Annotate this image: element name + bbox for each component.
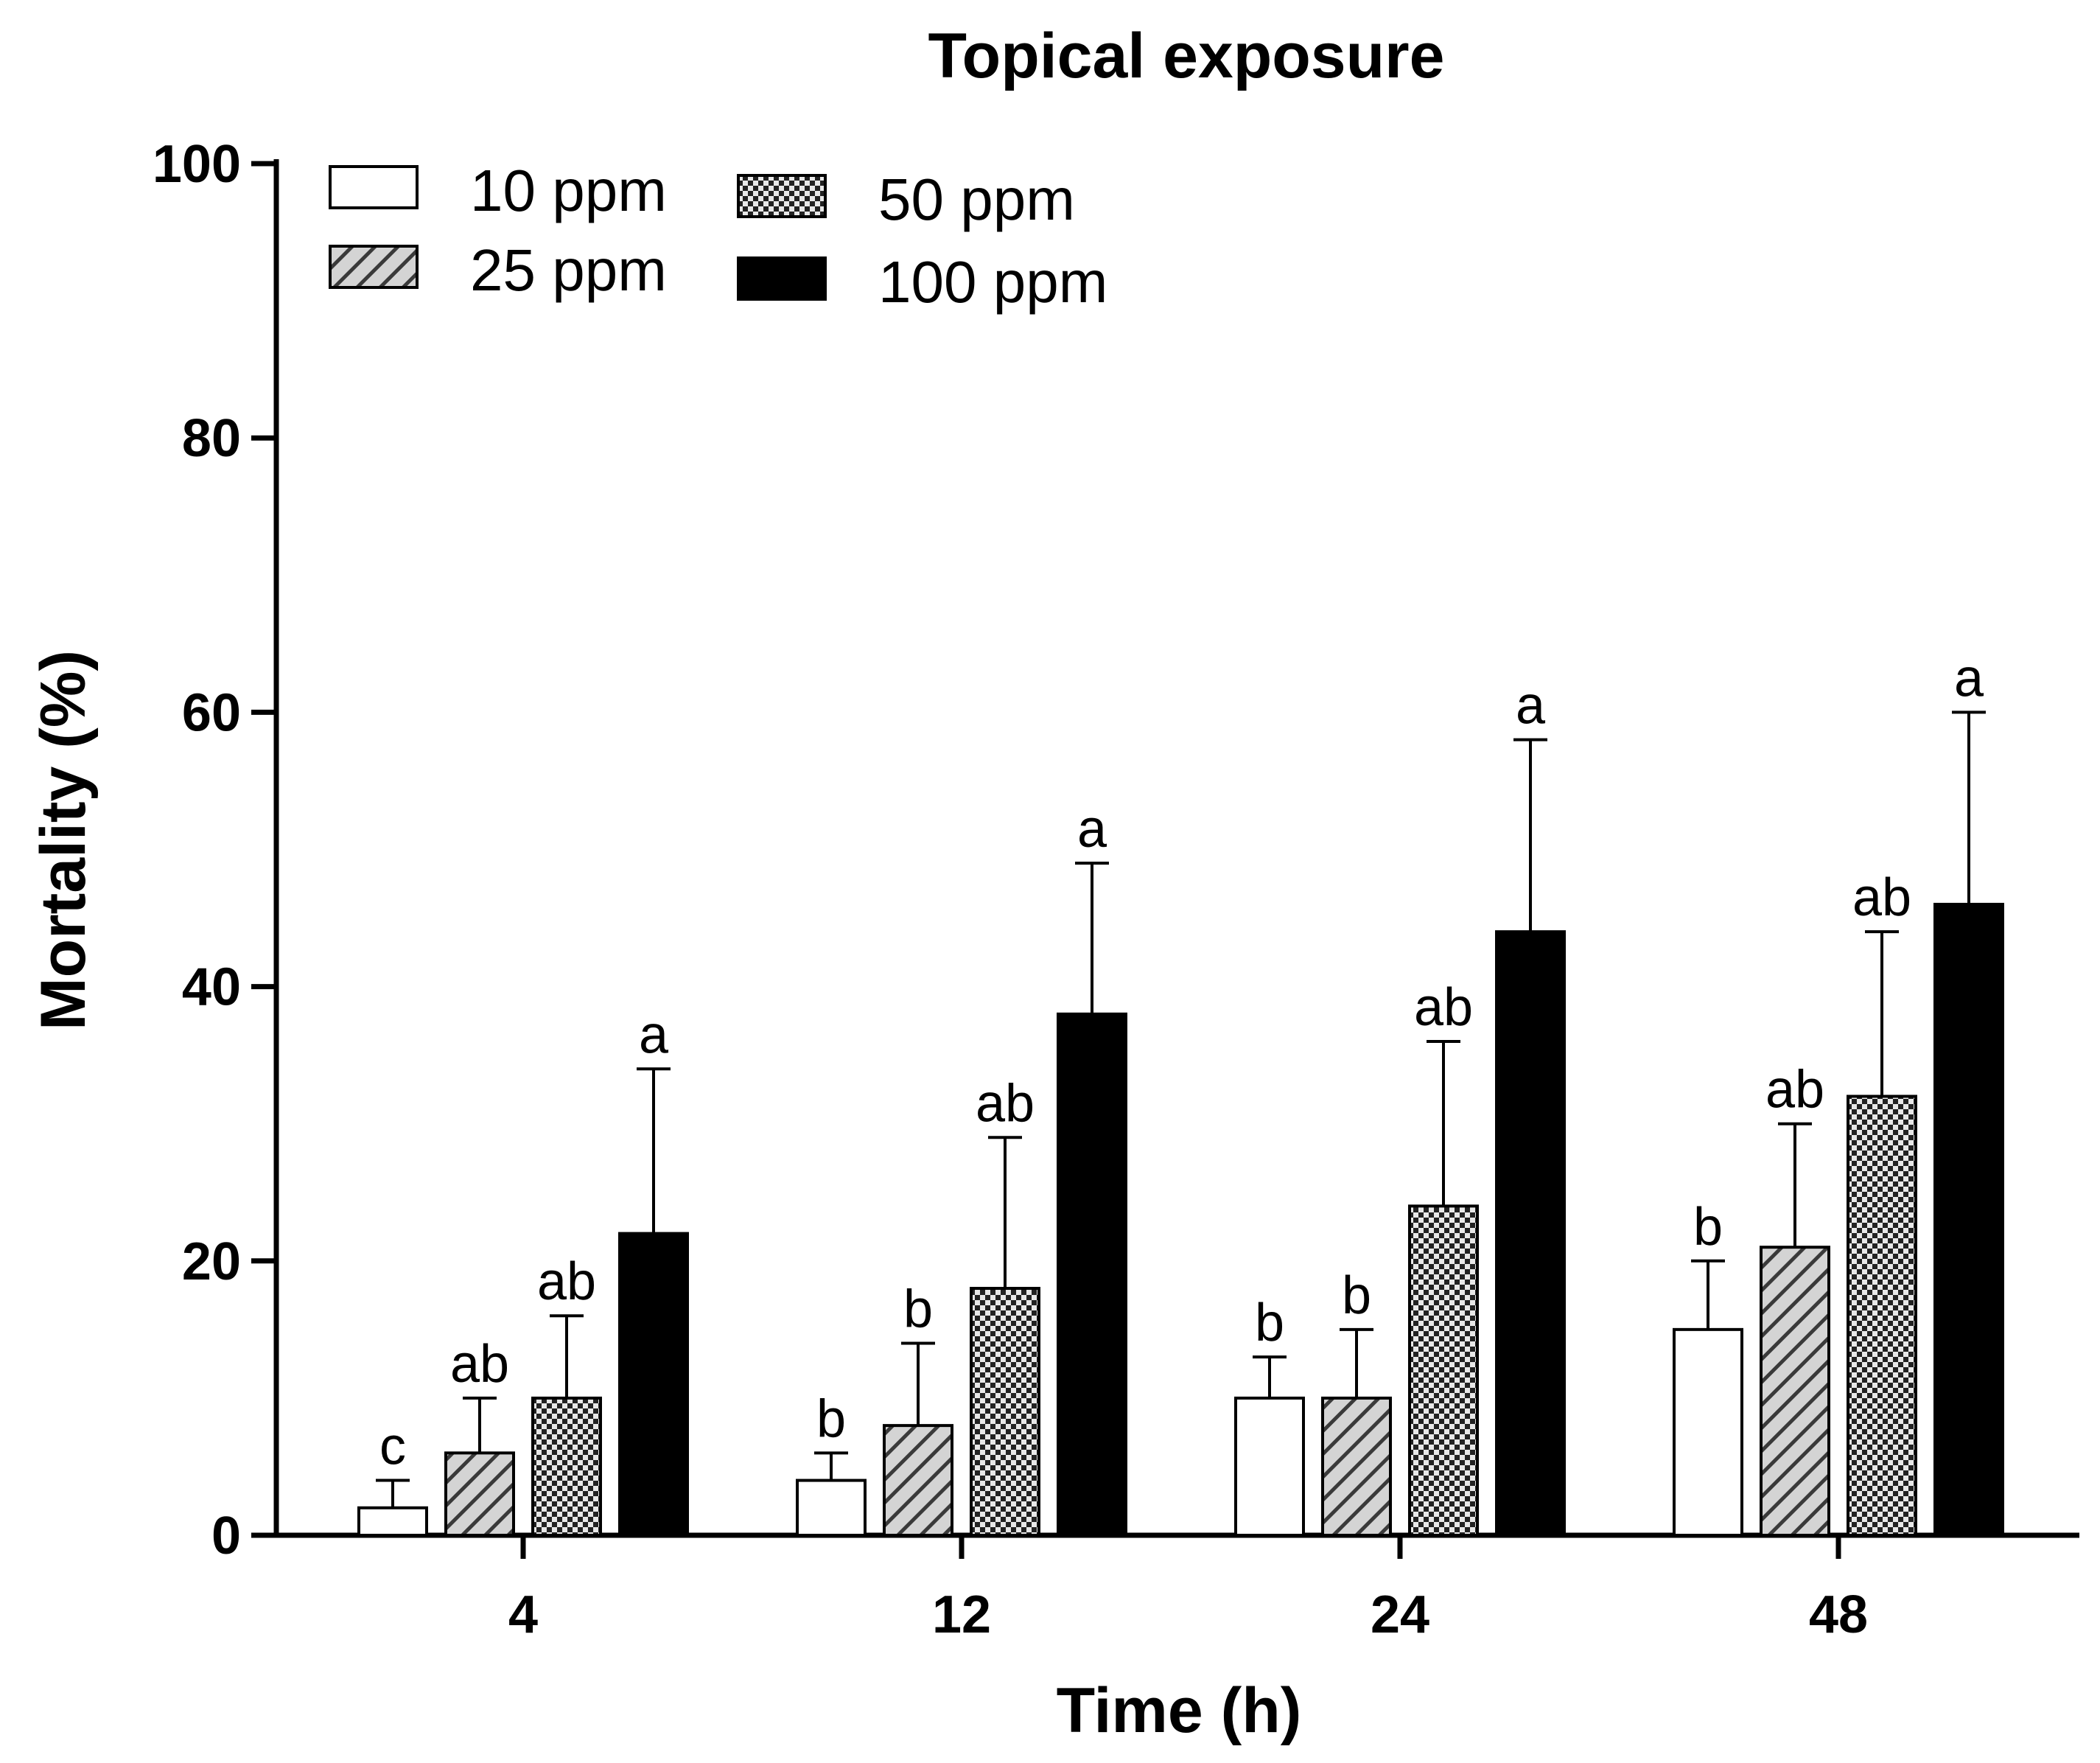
y-tick-label: 80	[182, 409, 241, 468]
bar-10-ppm-24h	[1234, 1396, 1305, 1537]
significance-label: ab	[1414, 978, 1473, 1037]
significance-label: c	[379, 1417, 406, 1476]
significance-label: a	[1954, 649, 1984, 708]
legend-label: 50 ppm	[878, 167, 1075, 232]
bar-25-ppm-24h	[1321, 1396, 1392, 1537]
x-tick-label: 12	[932, 1585, 991, 1644]
legend-label: 100 ppm	[878, 249, 1107, 315]
legend: 10 ppm 25 ppm 50 ppm 100 ppm	[329, 158, 1107, 315]
significance-label: ab	[1852, 868, 1911, 927]
legend-swatch	[329, 165, 419, 209]
legend-label: 10 ppm	[470, 158, 667, 223]
bar-50-ppm-48h	[1847, 1095, 1917, 1537]
significance-label: ab	[450, 1335, 509, 1394]
x-tick-label: 48	[1809, 1585, 1868, 1644]
bar-25-ppm-4h	[444, 1451, 515, 1537]
significance-label: b	[816, 1389, 846, 1448]
chart-title: Topical exposure	[928, 21, 1445, 91]
significance-label: ab	[976, 1074, 1035, 1133]
significance-label: b	[1693, 1198, 1723, 1257]
legend-swatch	[329, 245, 419, 289]
y-axis-title: Mortality (%)	[28, 650, 99, 1030]
y-tick-label: 40	[182, 958, 241, 1017]
bar-100-ppm-48h	[1933, 902, 2004, 1537]
significance-label: ab	[1765, 1061, 1824, 1120]
bar-100-ppm-24h	[1495, 930, 1566, 1537]
x-axis-title: Time (h)	[1057, 1675, 1302, 1746]
significance-label: b	[1342, 1266, 1371, 1325]
y-tick-label: 20	[182, 1232, 241, 1291]
bar-50-ppm-24h	[1408, 1204, 1479, 1537]
y-tick-label: 100	[153, 135, 241, 194]
bar-100-ppm-4h	[618, 1232, 689, 1537]
y-tick-label: 0	[211, 1507, 241, 1565]
bar-50-ppm-12h	[970, 1287, 1040, 1537]
x-tick-label: 24	[1371, 1585, 1429, 1644]
x-tick-label: 4	[508, 1585, 538, 1644]
significance-label: ab	[537, 1252, 596, 1311]
legend-swatch	[737, 256, 827, 301]
significance-label: b	[903, 1280, 933, 1338]
significance-label: a	[1516, 677, 1546, 736]
significance-label: a	[1077, 800, 1107, 859]
bar-50-ppm-4h	[531, 1396, 602, 1537]
bar-10-ppm-12h	[796, 1479, 867, 1537]
significance-label: b	[1255, 1294, 1284, 1352]
bar-10-ppm-4h	[357, 1506, 428, 1537]
bar-100-ppm-12h	[1057, 1012, 1127, 1537]
legend-label: 25 ppm	[470, 237, 667, 303]
bar-10-ppm-48h	[1673, 1327, 1743, 1537]
bar-25-ppm-48h	[1760, 1246, 1830, 1537]
y-tick-label: 60	[182, 683, 241, 742]
legend-swatch	[737, 174, 827, 218]
bar-25-ppm-12h	[883, 1424, 953, 1537]
significance-label: a	[639, 1005, 669, 1064]
